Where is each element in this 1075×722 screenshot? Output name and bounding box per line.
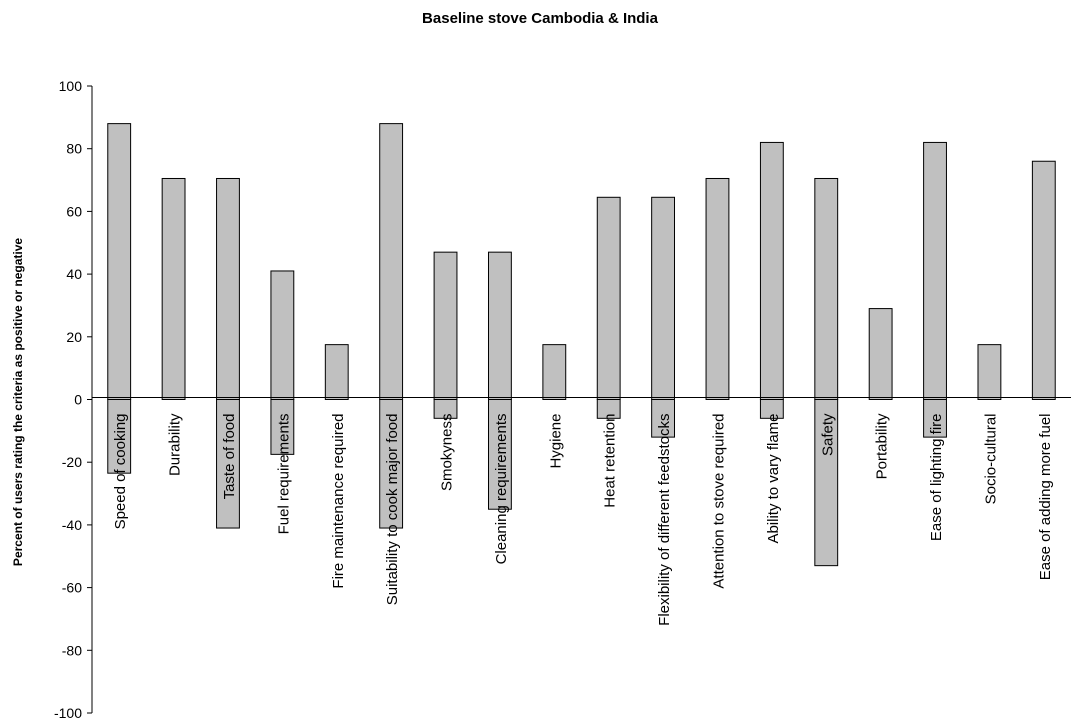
y-tick-label: 40 [66, 266, 82, 282]
category-label: Ease of lighting fire [928, 414, 945, 542]
y-tick-label: 0 [74, 392, 82, 408]
bar-positive-0 [107, 123, 132, 401]
bar-positive-14 [868, 308, 893, 400]
bar-positive-2 [216, 177, 240, 400]
category-label: Fire maintenance required [330, 414, 347, 589]
category-label: Suitability to cook major food [384, 414, 401, 606]
chart-title: Baseline stove Cambodia & India [422, 10, 659, 27]
category-label: Flexibility of different feedstocks [656, 414, 673, 626]
bar-negative-0 [107, 399, 132, 474]
bar-negative-15 [923, 399, 947, 438]
category-label: Cleaning requirements [493, 414, 510, 565]
y-tick-label: -40 [62, 517, 82, 533]
bar-positive-16 [977, 344, 1002, 401]
bar-positive-15 [923, 141, 947, 400]
bar-positive-4 [324, 344, 349, 401]
category-label: Ease of adding more fuel [1037, 414, 1054, 581]
bar-negative-5 [379, 399, 404, 529]
bar-positive-10 [651, 196, 676, 400]
bar-negative-7 [487, 399, 512, 510]
category-label: Durability [167, 413, 184, 476]
bar-positive-11 [705, 177, 730, 400]
y-axis-label: Percent of users rating the criteria as … [11, 238, 25, 566]
bar-positive-17 [1031, 160, 1056, 400]
bar-negative-12 [759, 399, 784, 419]
bar-positive-3 [270, 270, 295, 400]
bar-negative-10 [651, 399, 676, 438]
category-labels-group: Speed of cooking Durability Taste of food F… [112, 413, 1054, 626]
category-label: Safety [819, 413, 836, 456]
category-label: Socio-cultural [982, 414, 999, 505]
bar-negative-13 [814, 399, 839, 567]
bar-positive-13 [814, 177, 839, 400]
category-label: Attention to stove required [710, 414, 727, 589]
y-tick-label: 80 [66, 141, 82, 157]
y-tick-label: -80 [62, 642, 82, 658]
bar-positive-8 [542, 344, 567, 401]
bars-group [107, 123, 1056, 567]
category-label: Speed of cooking [112, 414, 129, 530]
y-tick-label: -60 [62, 580, 82, 596]
category-label: Taste of food [221, 414, 238, 500]
y-ticks-group: 100 80 60 40 20 0 -20 -40 -60 -80 -100 [54, 78, 92, 721]
bar-negative-6 [433, 399, 458, 419]
y-tick-label: 20 [66, 329, 82, 345]
category-label: Ability to vary flame [765, 414, 782, 544]
bar-positive-1 [161, 177, 186, 400]
y-tick-label: -20 [62, 454, 82, 470]
bar-positive-5 [379, 123, 404, 401]
bar-negative-3 [270, 399, 295, 455]
bar-positive-9 [596, 196, 621, 400]
bar-positive-6 [433, 251, 458, 400]
y-tick-label: -100 [54, 705, 82, 721]
category-label: Fuel requirements [275, 414, 292, 535]
category-label: Smokyness [439, 414, 456, 492]
category-label: Portability [874, 413, 891, 479]
bar-negative-2 [216, 399, 240, 529]
bar-positive-12 [759, 141, 784, 400]
bar-negative-9 [596, 399, 621, 419]
category-label: Heat retention [602, 414, 619, 508]
y-tick-label: 60 [66, 203, 82, 219]
category-label: Hygiene [547, 414, 564, 469]
y-tick-label: 100 [59, 78, 83, 94]
bar-positive-7 [487, 251, 512, 400]
